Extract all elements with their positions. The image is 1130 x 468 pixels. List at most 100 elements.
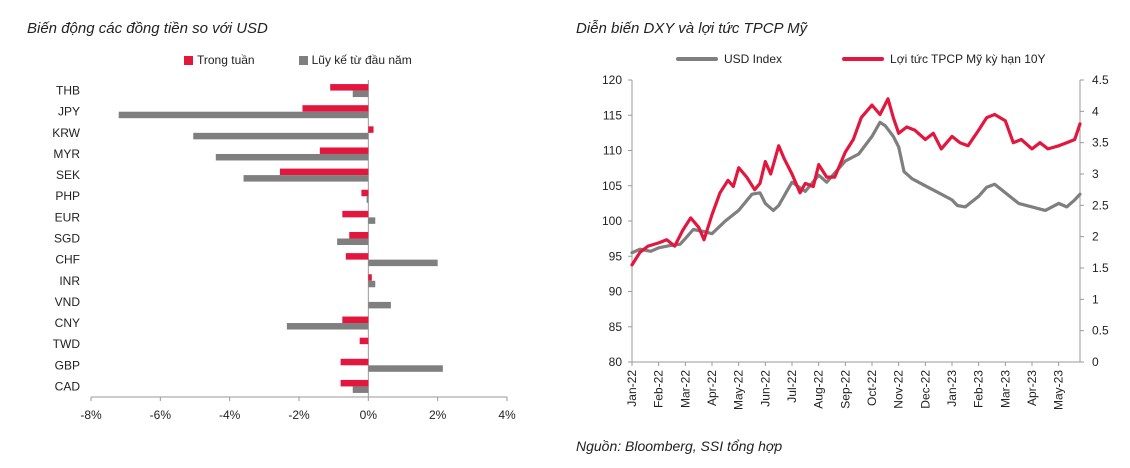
left-y-tick-label: 105 xyxy=(602,179,622,193)
left-y-tick-label: 100 xyxy=(602,214,622,228)
x-tick-label: Jul-22 xyxy=(785,370,799,403)
bar-ytd xyxy=(368,301,391,309)
bar-weekly xyxy=(368,126,374,133)
x-tick-label: -8% xyxy=(80,408,102,422)
x-tick-label: Aug-22 xyxy=(812,370,826,409)
bar-weekly xyxy=(319,147,369,154)
yield-10y-line xyxy=(630,97,1082,267)
right-y-tick-label: 1.5 xyxy=(1092,261,1109,275)
left-y-tick-label: 95 xyxy=(609,249,623,263)
x-tick-label: 2% xyxy=(429,408,447,422)
x-tick-label: Mar-23 xyxy=(998,370,1012,408)
category-label: EUR xyxy=(55,210,81,224)
category-label: VND xyxy=(55,295,81,309)
legend-label-ytd: Lũy kế từ đầu năm xyxy=(311,53,412,67)
category-label: KRW xyxy=(52,126,80,140)
bar-ytd xyxy=(215,153,369,161)
bar-weekly xyxy=(342,210,369,218)
category-label: SGD xyxy=(54,232,80,246)
category-label: MYR xyxy=(53,147,80,161)
legend-label-yield: Lợi tức TPCP Mỹ kỳ hạn 10Y xyxy=(890,52,1046,66)
category-label: CNY xyxy=(55,316,80,330)
left-legend: Trong tuần Lũy kế từ đầu năm xyxy=(184,53,412,67)
bar-ytd xyxy=(286,323,369,330)
right-y-tick-label: 0 xyxy=(1092,355,1099,369)
left-y-tick-label: 110 xyxy=(603,144,622,158)
legend-swatch-weekly xyxy=(184,55,193,65)
category-label: CAD xyxy=(55,379,81,393)
bar-weekly xyxy=(349,232,369,239)
x-tick-label: May-23 xyxy=(1052,370,1066,410)
right-chart-title: Diễn biến DXY và lợi tức TPCP Mỹ xyxy=(576,20,808,37)
category-label: JPY xyxy=(58,105,80,119)
x-tick-label: Feb-23 xyxy=(972,370,986,408)
bar-ytd xyxy=(366,196,369,203)
category-label: THB xyxy=(56,84,80,98)
bar-ytd xyxy=(243,175,369,182)
right-y-tick-label: 3 xyxy=(1092,167,1099,181)
x-tick-label: Jan-22 xyxy=(625,370,639,407)
bar-ytd xyxy=(337,238,369,245)
left-y-tick-label: 90 xyxy=(609,285,623,299)
right-y-tick-label: 4.5 xyxy=(1092,73,1109,87)
category-label: PHP xyxy=(55,189,80,203)
source-note: Nguồn: Bloomberg, SSI tổng hợp xyxy=(576,438,783,454)
bar-weekly xyxy=(340,379,369,387)
x-tick-label: Feb-22 xyxy=(652,370,666,408)
bar-weekly xyxy=(359,337,369,345)
x-tick-label: Jan-23 xyxy=(945,370,959,407)
bar-weekly xyxy=(330,84,369,91)
x-tick-label: Nov-22 xyxy=(892,370,906,409)
right-legend: USD Index Lợi tức TPCP Mỹ kỳ hạn 10Y xyxy=(676,52,1046,66)
left-y-tick-label: 80 xyxy=(609,355,623,369)
x-tick-label: -4% xyxy=(219,408,241,422)
right-y-tick-label: 4 xyxy=(1092,104,1099,118)
bar-ytd xyxy=(368,280,376,288)
x-tick-label: Dec-22 xyxy=(918,370,932,409)
category-label: CHF xyxy=(55,253,80,267)
bar-weekly xyxy=(361,189,369,197)
legend-line-dxy xyxy=(676,57,718,61)
x-tick-label: May-22 xyxy=(732,370,746,410)
bar-ytd xyxy=(368,259,438,267)
bar-weekly xyxy=(340,358,369,366)
dxy-line xyxy=(630,120,1082,255)
category-label: GBP xyxy=(55,358,80,372)
right-y-tick-label: 2 xyxy=(1092,230,1099,244)
right-y-tick-label: 1 xyxy=(1092,292,1099,306)
category-label: SEK xyxy=(56,168,80,182)
bar-ytd xyxy=(352,90,369,98)
x-tick-label: 0% xyxy=(360,408,378,422)
legend-label-dxy: USD Index xyxy=(724,52,783,66)
left-y-tick-label: 120 xyxy=(602,73,622,87)
x-tick-label: Jun-22 xyxy=(758,370,772,407)
bar-ytd xyxy=(118,111,369,119)
bar-ytd xyxy=(352,386,369,393)
bar-weekly xyxy=(368,274,372,281)
legend-swatch-ytd xyxy=(298,55,308,65)
left-y-tick-label: 115 xyxy=(603,108,622,122)
x-tick-label: -6% xyxy=(150,408,172,422)
bar-ytd xyxy=(368,217,376,224)
dxy-yield-line-chart: 80 85 90 95 100 105 110 115 120 0 0.5 1 1.5 2 2.5 3 3.5 4… xyxy=(602,73,1109,410)
category-label: TWD xyxy=(53,337,81,351)
x-tick-label: -2% xyxy=(288,408,310,422)
left-chart-title: Biến động các đồng tiền so với USD xyxy=(27,20,268,37)
legend-line-yield xyxy=(842,57,885,61)
x-tick-label: Sep-22 xyxy=(838,370,852,409)
x-tick-label: Apr-23 xyxy=(1025,370,1039,406)
currency-bar-chart: -8% -6% -4% -2% 0% 2% 4% THB JPY KRW MYR SEK PHP EUR S… xyxy=(52,80,516,422)
bar-ytd xyxy=(193,132,369,140)
left-y-tick-label: 85 xyxy=(609,320,623,334)
bar-weekly xyxy=(302,105,369,112)
x-tick-label: Apr-22 xyxy=(705,370,719,406)
right-y-tick-label: 0.5 xyxy=(1092,324,1109,338)
right-y-tick-label: 3.5 xyxy=(1092,136,1109,150)
right-y-tick-label: 2.5 xyxy=(1092,198,1109,212)
x-tick-label: 4% xyxy=(498,408,516,422)
bar-weekly xyxy=(345,253,369,260)
x-tick-label: Oct-22 xyxy=(865,370,879,406)
legend-label-weekly: Trong tuần xyxy=(197,53,255,67)
bar-weekly xyxy=(279,168,369,176)
bar-weekly xyxy=(342,316,369,324)
